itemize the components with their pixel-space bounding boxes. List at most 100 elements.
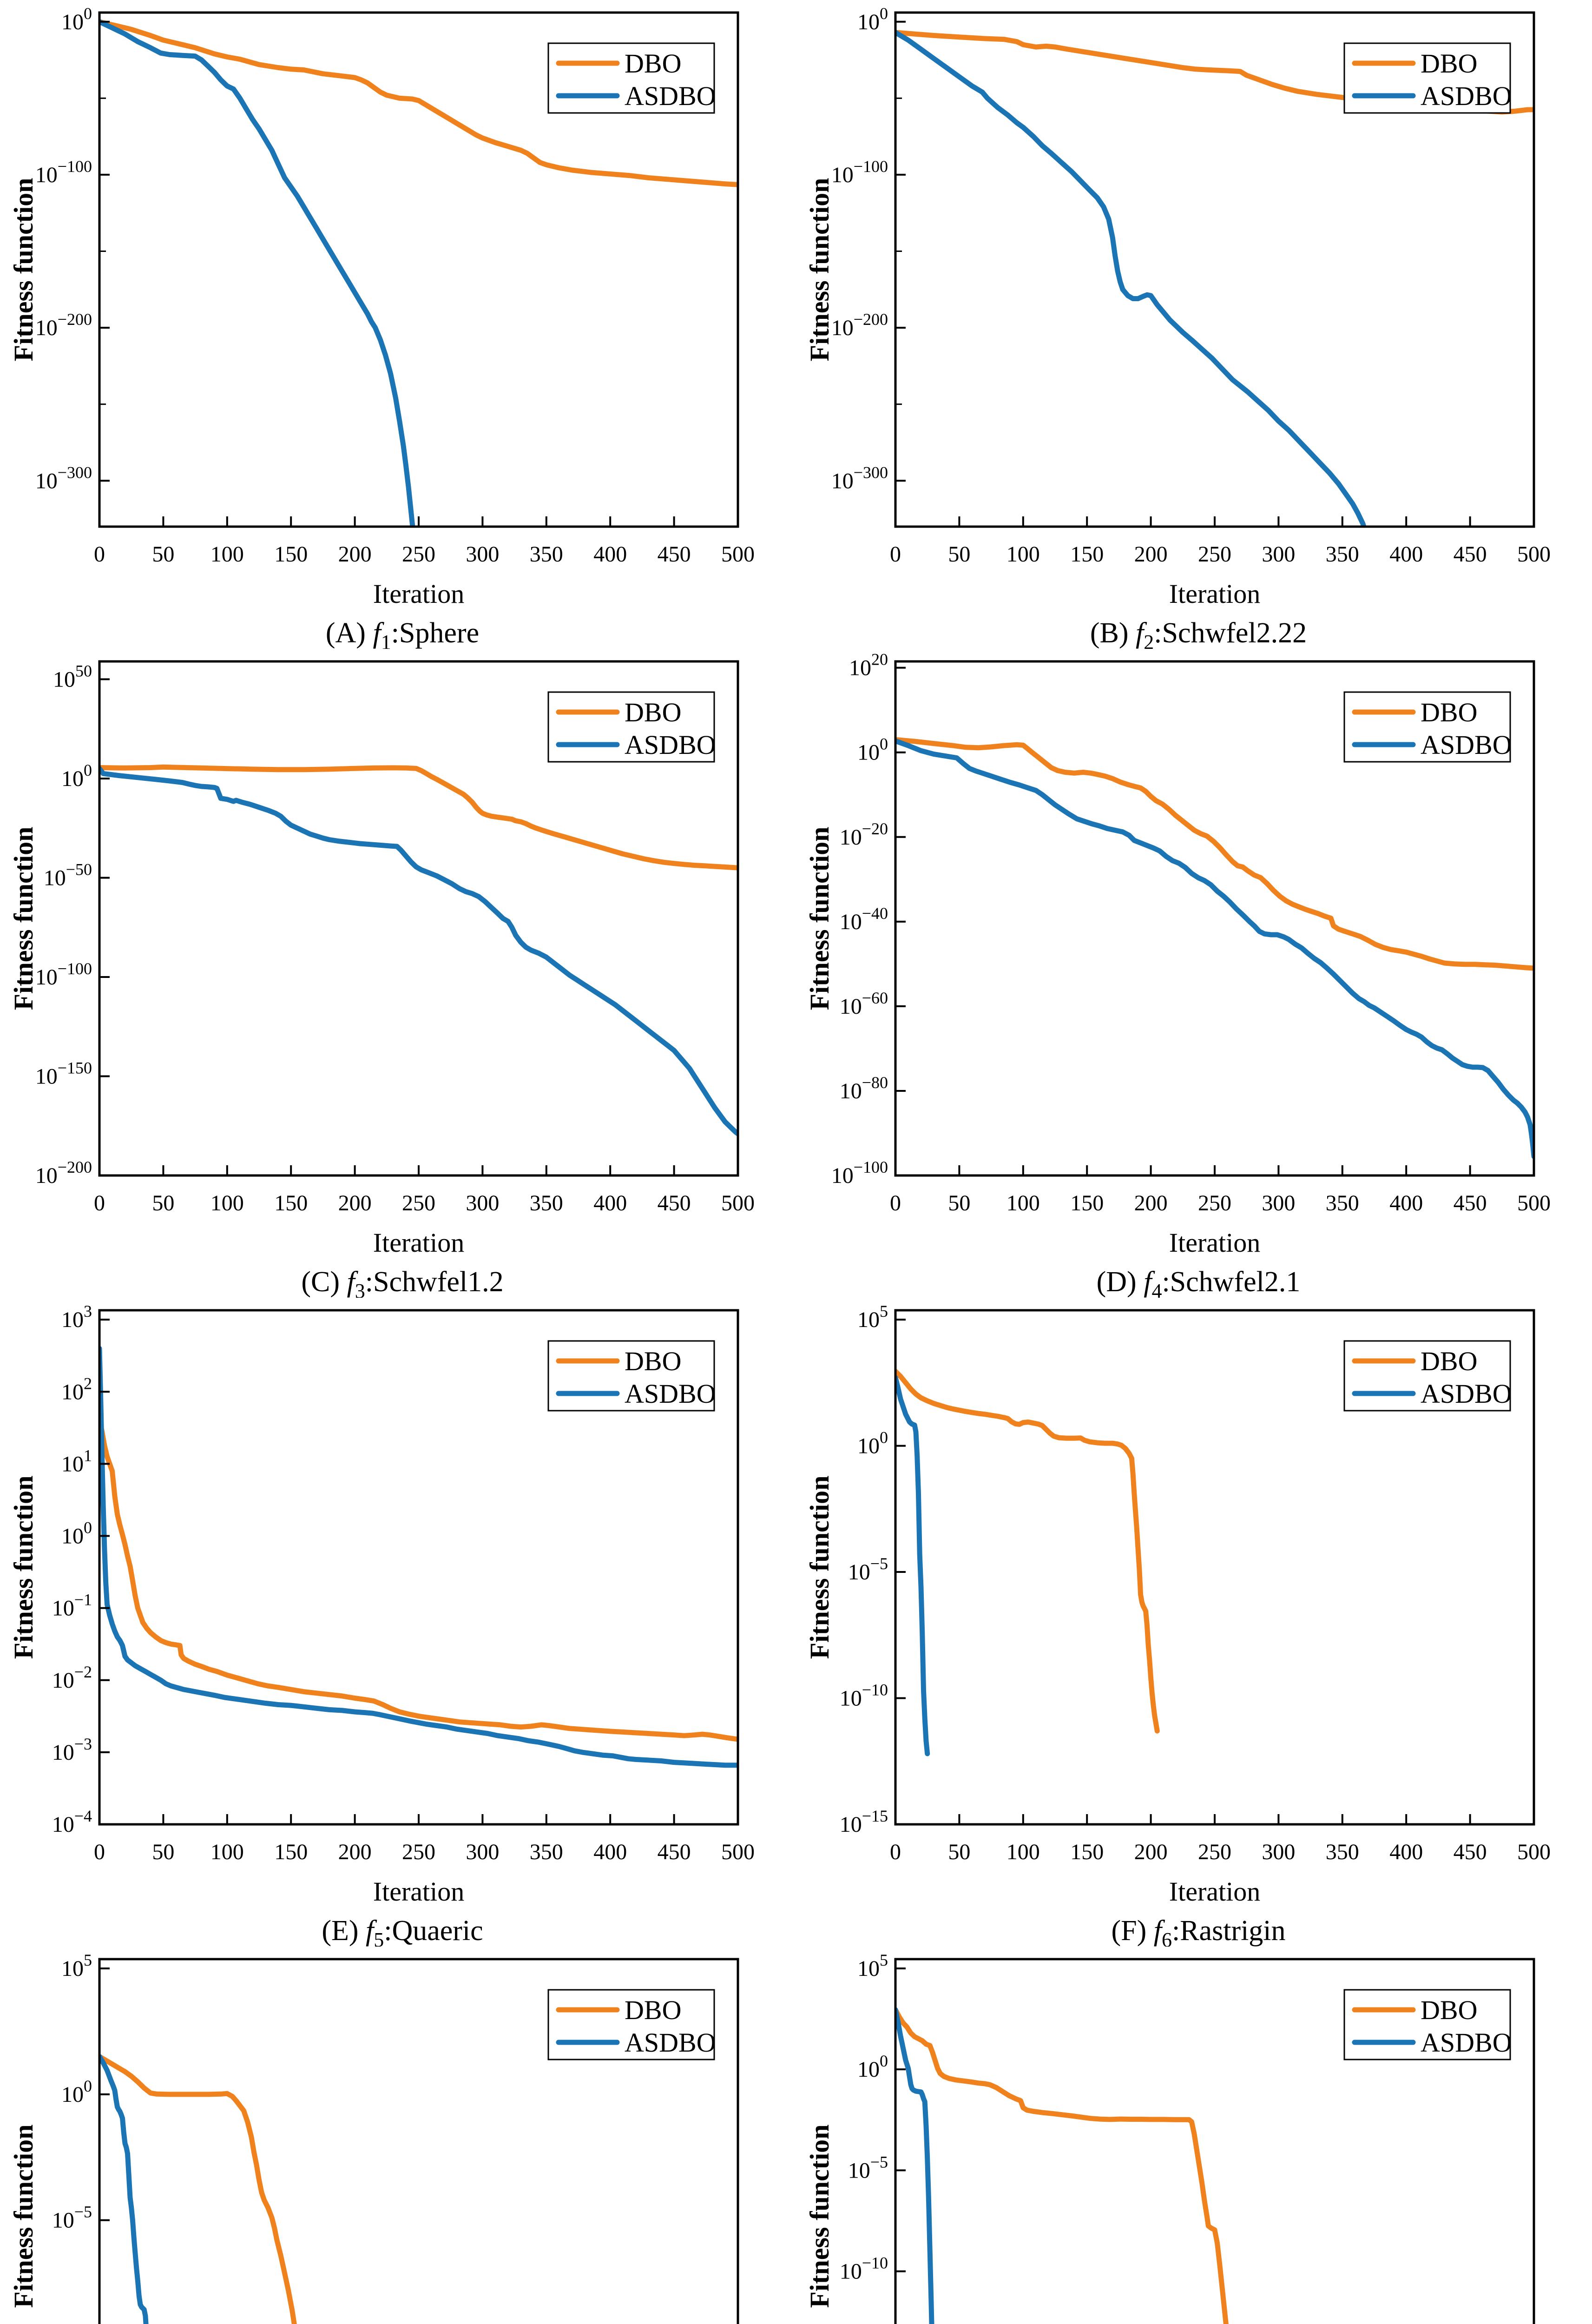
x-axis: 0 50 100 150 200 250 300 350 400 450 500 xyxy=(94,1165,755,1215)
x-tick-label: 450 xyxy=(1454,1191,1487,1215)
asdbo-line xyxy=(895,738,1534,1159)
dbo-line xyxy=(99,2054,297,2324)
y-tick-label: 10−3 xyxy=(52,1735,92,1765)
panel-caption: (A) f1:Sphere xyxy=(326,617,479,649)
asdbo-line xyxy=(895,30,1367,527)
x-axis: 0 50 100 150 200 250 300 350 400 450 500 xyxy=(890,1165,1551,1215)
y-axis-title: Fitness function xyxy=(8,178,39,362)
x-tick-label: 200 xyxy=(1134,542,1168,567)
x-axis-title: Iteration xyxy=(373,1876,464,1907)
y-tick-label: 10−2 xyxy=(52,1663,92,1693)
chart-panel-c: 0 50 100 150 200 250 300 350 400 450 500 1050 100 10−… xyxy=(0,649,796,1298)
asdbo-line xyxy=(895,1375,930,1756)
y-tick-label: 10−10 xyxy=(840,2254,888,2284)
y-axis-title: Fitness function xyxy=(804,178,835,362)
dbo-line xyxy=(99,1416,738,1742)
y-tick-label: 100 xyxy=(61,761,92,791)
y-tick-label: 10−200 xyxy=(35,310,92,340)
x-tick-label: 200 xyxy=(338,1840,372,1864)
y-tick-label: 10−10 xyxy=(840,1681,888,1711)
x-tick-label: 400 xyxy=(593,1840,627,1864)
legend-box xyxy=(1343,1989,1511,2060)
y-tick-label: 10−50 xyxy=(44,860,92,890)
plot-frame xyxy=(98,1958,739,2324)
x-tick-label: 50 xyxy=(152,1191,174,1215)
x-tick-label: 350 xyxy=(530,542,563,567)
legend-label-asdbo: ASDBO xyxy=(1421,81,1512,111)
legend-label-dbo: DBO xyxy=(1421,697,1477,727)
y-tick-label: 100 xyxy=(857,4,888,34)
x-tick-label: 250 xyxy=(1198,1840,1231,1864)
legend-box xyxy=(1343,42,1511,114)
x-tick-label: 0 xyxy=(890,1840,901,1864)
x-tick-label: 50 xyxy=(948,1840,970,1864)
x-tick-label: 50 xyxy=(948,1191,970,1215)
x-axis: 0 50 100 150 200 250 300 350 400 450 500 xyxy=(94,516,755,567)
panel-caption: (C) f3:Schwfel1.2 xyxy=(301,1266,503,1298)
y-tick-label: 10−5 xyxy=(848,2152,888,2183)
plot-c: 0 50 100 150 200 250 300 350 400 450 500 1050 100 10−… xyxy=(8,660,755,1298)
x-tick-label: 0 xyxy=(890,1191,901,1215)
chart-panel-f: 0 50 100 150 200 250 300 350 400 450 500 105 100 10−5… xyxy=(796,1298,1592,1947)
y-tick-label: 10−100 xyxy=(831,157,888,187)
y-tick-label: 100 xyxy=(857,1428,888,1459)
asdbo-line xyxy=(99,1346,738,1768)
asdbo-line xyxy=(99,766,738,1136)
legend-box xyxy=(547,1340,715,1412)
x-tick-label: 100 xyxy=(211,1191,244,1215)
x-tick-label: 150 xyxy=(274,1840,308,1864)
y-tick-label: 10−150 xyxy=(35,1058,92,1089)
y-tick-label: 105 xyxy=(61,1951,92,1981)
x-tick-label: 300 xyxy=(1262,1840,1295,1864)
x-axis-title: Iteration xyxy=(1169,1228,1260,1258)
series-group xyxy=(99,19,738,527)
legend-label-asdbo: ASDBO xyxy=(625,2027,716,2058)
x-tick-label: 400 xyxy=(1389,1840,1423,1864)
y-tick-label: 10−1 xyxy=(52,1591,92,1621)
panel-caption: (E) f5:Quaeric xyxy=(322,1915,483,1947)
x-tick-label: 0 xyxy=(890,542,901,567)
y-tick-label: 103 xyxy=(61,1302,92,1332)
chart-panel-a: 0 50 100 150 200 250 300 350 400 450 500 100 10−100 1… xyxy=(0,0,796,649)
y-tick-label: 100 xyxy=(61,4,92,34)
y-tick-label: 10−200 xyxy=(831,310,888,340)
y-tick-label: 10−100 xyxy=(35,959,92,990)
x-tick-label: 350 xyxy=(1326,542,1359,567)
x-tick-label: 500 xyxy=(721,542,755,567)
series-group xyxy=(895,1368,1160,1756)
plot-g: 05010015020025030035040045050010510010−5… xyxy=(8,1951,739,2324)
plot-h: 05010015020025030035040045050010510010−5… xyxy=(804,1951,1535,2324)
x-tick-label: 150 xyxy=(274,542,308,567)
x-tick-label: 450 xyxy=(1454,1840,1487,1864)
plot-e: 0 50 100 150 200 250 300 350 400 450 5001031021011… xyxy=(8,1302,755,1947)
y-tick-label: 10−300 xyxy=(35,463,92,493)
legend-label-dbo: DBO xyxy=(625,1995,681,2025)
y-tick-label: 100 xyxy=(61,2077,92,2107)
y-axis: 1050 100 10−50 10−100 10−150 10−200 xyxy=(35,661,110,1188)
x-tick-label: 500 xyxy=(1517,1191,1551,1215)
y-tick-label: 100 xyxy=(857,2052,888,2082)
legend-box xyxy=(547,42,715,114)
chart-panel-e: 0 50 100 150 200 250 300 350 400 450 500 103 102 101 1… xyxy=(0,1298,796,1947)
series-group xyxy=(99,764,738,1136)
legend-label-asdbo: ASDBO xyxy=(625,730,716,760)
x-tick-label: 300 xyxy=(1262,542,1295,567)
plot-a: 0 50 100 150 200 250 300 350 400 450 50010010−1001… xyxy=(8,4,755,649)
y-axis: 100 10−100 10−200 10−300 xyxy=(831,4,906,493)
dbo-line xyxy=(895,737,1534,971)
chart-panel-g: 05010015020025030035040045050010510010−5… xyxy=(0,1947,796,2324)
x-tick-label: 400 xyxy=(1389,542,1423,567)
dbo-line xyxy=(99,19,738,187)
plot-f: 0 50 100 150 200 250 300 350 400 450 500 105 100 10−5… xyxy=(804,1302,1551,1947)
x-tick-label: 50 xyxy=(152,542,174,567)
y-axis-title: Fitness function xyxy=(8,1476,39,1659)
x-tick-label: 150 xyxy=(1070,542,1104,567)
plot-frame xyxy=(894,1958,1535,2324)
